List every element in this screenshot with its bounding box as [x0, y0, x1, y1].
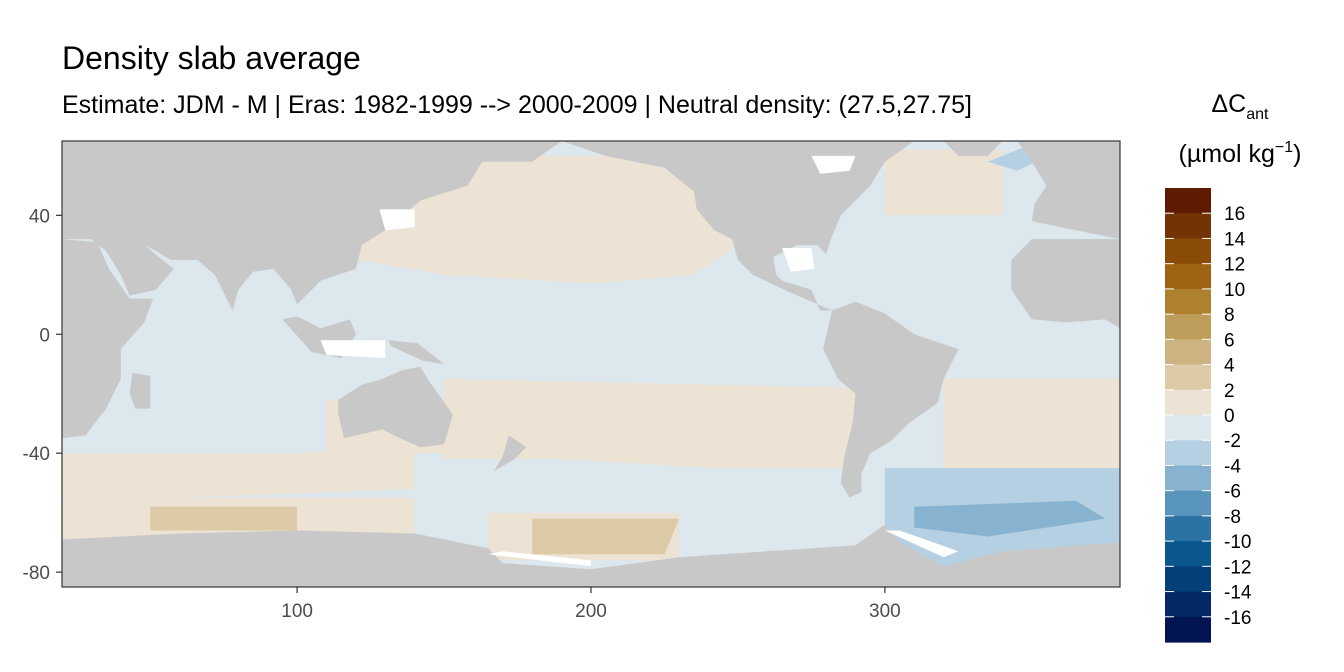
y-tick-label: 0 — [39, 325, 50, 346]
legend-swatch — [1165, 238, 1211, 265]
region-indian-sector-positive — [150, 506, 298, 531]
chart-title: Density slab average — [62, 40, 361, 76]
legend-swatch — [1165, 314, 1211, 340]
legend-swatch — [1165, 389, 1211, 416]
legend-label: -2 — [1224, 431, 1241, 452]
legend-label: -16 — [1224, 608, 1251, 629]
legend-units: (µmol kg−1) — [1179, 139, 1302, 168]
land-europe-east-atlantic — [1017, 141, 1120, 240]
missing-japan-sea — [379, 209, 415, 231]
land-antarctica — [62, 524, 1120, 587]
legend-swatch — [1165, 213, 1211, 240]
region-weddell-negative — [914, 500, 1106, 537]
y-tick-label: 40 — [29, 206, 50, 227]
land-africa — [62, 239, 154, 439]
legend-swatch — [1165, 591, 1211, 618]
legend-label: -12 — [1224, 557, 1251, 578]
legend: ΔCant (µmol kg−1) 16 14 12 10 8 6 4 2 0 -2 -4 -6 -8 -… — [1165, 90, 1301, 643]
legend-label: 12 — [1224, 255, 1245, 276]
y-tick-label: -40 — [23, 444, 50, 465]
map-layer — [62, 141, 1120, 587]
missing-gulf-mexico — [782, 248, 815, 272]
region-south-indian-band — [62, 447, 415, 498]
x-tick-label: 300 — [869, 601, 901, 622]
legend-swatch — [1165, 440, 1211, 467]
land-eurasia — [62, 141, 562, 311]
region-north-atlantic-subtropics — [884, 149, 1003, 216]
legend-swatch — [1165, 566, 1211, 593]
legend-swatch — [1165, 616, 1211, 643]
legend-swatch — [1165, 188, 1211, 214]
legend-label: 2 — [1224, 381, 1235, 402]
y-tick-label: -80 — [23, 563, 50, 584]
land-madagascar — [129, 372, 151, 409]
x-tick-label: 200 — [575, 601, 607, 622]
legend-swatch — [1165, 490, 1211, 517]
legend-swatch — [1165, 415, 1211, 441]
legend-swatch — [1165, 515, 1211, 542]
legend-swatch — [1165, 364, 1211, 391]
legend-swatch — [1165, 339, 1211, 366]
legend-label: 16 — [1224, 204, 1245, 225]
legend-title: ΔCant — [1211, 90, 1269, 123]
legend-label: -14 — [1224, 583, 1252, 604]
missing-ross-shelf — [488, 551, 591, 567]
legend-label: -10 — [1224, 532, 1251, 553]
legend-label: 10 — [1224, 280, 1245, 301]
missing-hudson — [811, 155, 856, 174]
land-new-zealand — [494, 435, 527, 471]
legend-swatch — [1165, 263, 1211, 290]
legend-swatch — [1165, 288, 1211, 315]
legend-swatch — [1165, 465, 1211, 492]
legend-label: 4 — [1224, 356, 1235, 377]
land-africa-west — [1011, 239, 1120, 329]
region-ross-sea-positive — [532, 518, 680, 555]
land-south-america — [823, 301, 959, 498]
land-australia — [338, 367, 453, 448]
chart-subtitle: Estimate: JDM - M | Eras: 1982-1999 --> … — [62, 91, 972, 119]
legend-label: 6 — [1224, 330, 1235, 351]
region-south-atlantic-subtropics — [943, 378, 1120, 469]
legend-label: -6 — [1224, 482, 1241, 503]
land-north-america — [561, 141, 915, 311]
land-greenland — [943, 141, 1003, 156]
legend-label: 8 — [1224, 305, 1235, 326]
x-tick-label: 100 — [281, 601, 313, 622]
missing-indonesia-seas — [320, 340, 386, 359]
missing-weddell-shelf — [884, 530, 959, 558]
region-south-pacific — [444, 378, 862, 469]
legend-label: 14 — [1224, 229, 1246, 250]
legend-label: -8 — [1224, 507, 1241, 528]
legend-label: -4 — [1224, 456, 1241, 477]
legend-label: 0 — [1224, 406, 1235, 427]
land-new-guinea — [388, 340, 445, 364]
legend-swatch — [1165, 541, 1211, 567]
